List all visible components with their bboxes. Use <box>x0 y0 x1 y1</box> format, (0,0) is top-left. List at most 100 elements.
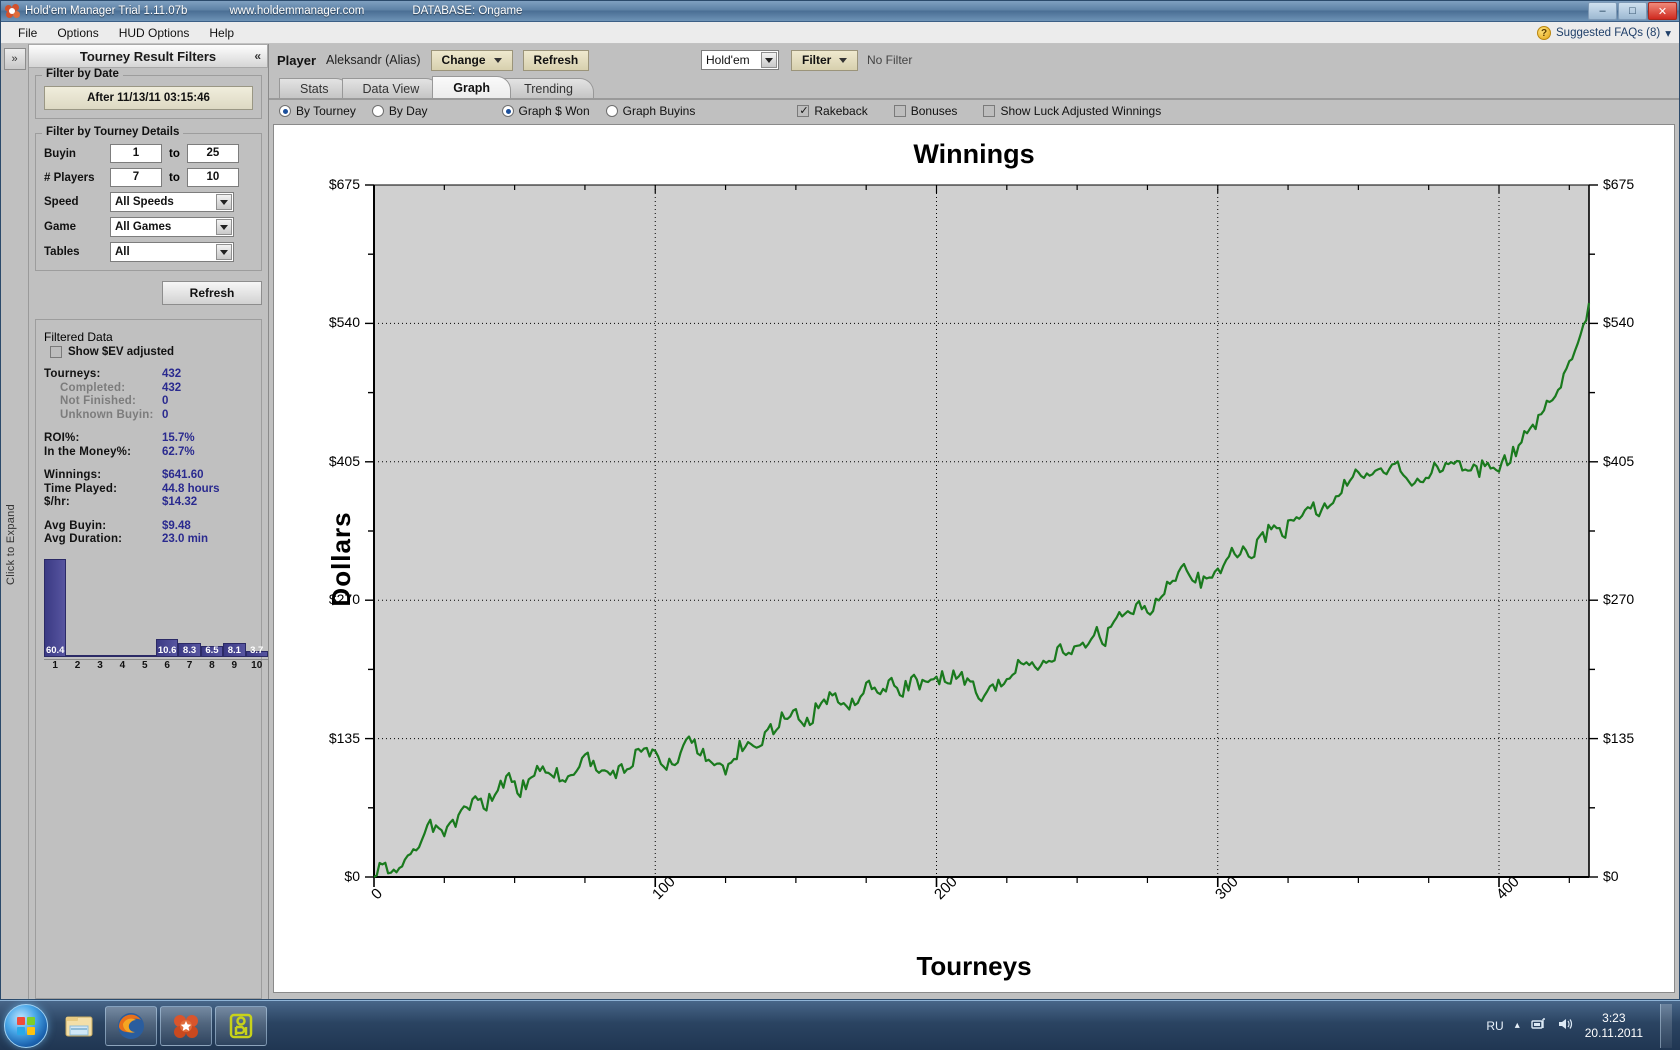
collapse-sidebar-icon[interactable]: « <box>254 49 261 63</box>
taskbar-holdem-manager[interactable] <box>160 1005 212 1046</box>
stat-key: Winnings: <box>44 469 102 481</box>
volume-icon[interactable] <box>1558 1017 1574 1034</box>
stat-key: Avg Buyin: <box>44 519 107 532</box>
filter-button[interactable]: Filter <box>791 49 859 71</box>
players-to-label: to <box>169 171 180 184</box>
checkbox-icon[interactable] <box>50 346 62 358</box>
players-max-input[interactable]: 10 <box>186 168 239 187</box>
date-filter-button[interactable]: After 11/13/11 03:15:46 <box>44 86 253 110</box>
tourney-details-legend: Filter by Tourney Details <box>42 126 184 138</box>
tables-select[interactable]: All <box>110 242 234 262</box>
finish-bar-rect <box>111 654 134 657</box>
chevron-down-icon[interactable] <box>761 52 777 68</box>
change-player-button[interactable]: Change <box>430 49 513 71</box>
game-select[interactable]: All Games <box>110 217 234 237</box>
finish-axis-tick: 6 <box>164 659 170 671</box>
players-label: # Players <box>44 171 95 184</box>
stat-gap <box>44 459 253 469</box>
expand-rail-button[interactable]: » <box>3 48 26 70</box>
option-rakeback[interactable]: Rakeback <box>797 104 868 118</box>
checkbox-icon[interactable] <box>893 105 906 117</box>
stat-row: Tourneys: 432 <box>44 368 253 382</box>
tab-data-view[interactable]: Data View <box>341 78 441 98</box>
luck-adjusted-label: Show Luck Adjusted Winnings <box>1000 104 1162 118</box>
suggested-faqs[interactable]: ? Suggested FAQs (8) ▾ <box>1537 25 1671 40</box>
buyin-max-input[interactable]: 25 <box>186 144 239 163</box>
clock-time: 3:23 <box>1602 1010 1626 1025</box>
stat-key: $/hr: <box>44 496 70 508</box>
show-ev-adjusted-checkbox[interactable]: Show $EV adjusted <box>50 346 253 358</box>
start-button[interactable] <box>4 1003 48 1048</box>
option-by-day[interactable]: By Day <box>371 104 428 118</box>
buyin-min-input[interactable]: 1 <box>110 144 162 163</box>
radio-icon[interactable] <box>501 105 514 117</box>
players-min-input[interactable]: 7 <box>110 168 162 187</box>
tab-strip: Stats Data View Graph Trending <box>269 76 1679 98</box>
chevron-down-icon[interactable] <box>216 219 232 235</box>
game-type-select[interactable]: Hold'em <box>701 50 779 70</box>
option-bonuses[interactable]: Bonuses <box>893 104 957 118</box>
sidebar-refresh-button[interactable]: Refresh <box>162 281 262 305</box>
tray-expand-icon[interactable]: ▴ <box>1514 1020 1520 1031</box>
y-tick-label-right: $675 <box>1603 176 1635 192</box>
stat-value: 15.7% <box>162 432 195 444</box>
speed-label: Speed <box>44 196 79 208</box>
option-luck-adjusted[interactable]: Show Luck Adjusted Winnings <box>983 104 1161 118</box>
option-graph-won[interactable]: Graph $ Won <box>501 104 590 118</box>
finish-bar-value: 60.4 <box>45 644 65 656</box>
minimize-button[interactable]: – <box>1588 2 1617 20</box>
speed-value: All Speeds <box>115 196 174 208</box>
y-tick-label-left: $675 <box>328 176 360 192</box>
menu-item-file[interactable]: File <box>18 25 38 40</box>
radio-icon[interactable] <box>279 105 291 117</box>
chevron-down-icon[interactable] <box>216 244 232 260</box>
tab-graph[interactable]: Graph <box>432 76 512 98</box>
buyin-to-label: to <box>169 147 180 160</box>
stat-value: 432 <box>162 381 182 394</box>
finish-bar: 8.3 <box>178 557 201 657</box>
option-by-tourney[interactable]: By Tourney <box>279 104 356 118</box>
checkbox-icon[interactable] <box>983 105 996 117</box>
speed-select[interactable]: All Speeds <box>110 192 234 212</box>
menu-item-options[interactable]: Options <box>57 25 99 40</box>
stat-value: 432 <box>162 368 182 380</box>
graph-options-row: By Tourney By Day Graph $ Won Graph Buyi… <box>269 100 1679 122</box>
menu-item-hud-options[interactable]: HUD Options <box>118 25 190 40</box>
by-tourney-label: By Tourney <box>296 104 356 118</box>
radio-icon[interactable] <box>371 105 384 117</box>
finish-bar-rect <box>200 646 224 657</box>
taskbar-qip[interactable] <box>215 1005 267 1046</box>
stat-value: 23.0 min <box>162 533 209 545</box>
radio-icon[interactable] <box>605 105 618 117</box>
refresh-button[interactable]: Refresh <box>522 49 590 71</box>
show-desktop-button[interactable] <box>1660 1003 1672 1048</box>
chevron-down-icon[interactable] <box>216 194 232 210</box>
buyin-label: Buyin <box>44 147 76 160</box>
winnings-graph[interactable]: Winnings Dollars Tourneys $0 $0 $135 $135 $2… <box>273 124 1675 993</box>
option-graph-buyins[interactable]: Graph Buyins <box>605 104 695 118</box>
filter-by-date-legend: Filter by Date <box>42 68 123 80</box>
windows-logo-icon <box>17 1016 37 1037</box>
stat-key: ROI%: <box>44 432 80 444</box>
finish-bar-rect <box>155 639 179 657</box>
close-button[interactable]: ✕ <box>1648 2 1677 20</box>
tab-stats[interactable]: Stats <box>279 78 350 98</box>
checkbox-icon[interactable] <box>797 104 810 117</box>
finish-axis-tick: 2 <box>74 659 81 671</box>
menu-item-help[interactable]: Help <box>209 25 235 40</box>
finish-axis-tick: 9 <box>231 659 238 671</box>
window-title: Hold'em Manager Trial 1.11.07b <box>25 5 188 17</box>
app-flower-icon <box>5 3 20 19</box>
tab-trending[interactable]: Trending <box>503 78 594 98</box>
network-icon[interactable] <box>1531 1017 1547 1034</box>
maximize-button[interactable]: □ <box>1618 2 1647 20</box>
stat-key: Not Finished: <box>60 395 137 407</box>
finish-axis-tick: 4 <box>119 659 126 671</box>
clock[interactable]: 3:23 20.11.2011 <box>1585 1011 1643 1041</box>
language-indicator[interactable]: RU <box>1486 1018 1504 1033</box>
game-value: All Games <box>115 221 172 233</box>
taskbar-explorer[interactable] <box>56 1006 102 1046</box>
click-to-expand-label[interactable]: Click to Expand <box>5 504 17 585</box>
graph-plot-svg <box>365 184 1598 887</box>
taskbar-firefox[interactable] <box>105 1005 157 1046</box>
